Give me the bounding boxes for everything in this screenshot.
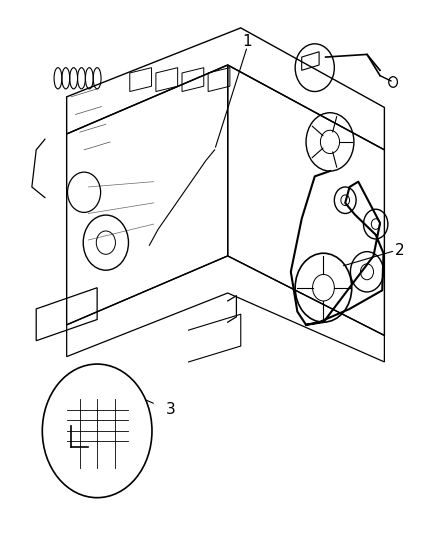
Circle shape <box>389 77 397 87</box>
Text: 2: 2 <box>395 243 404 258</box>
Text: 1: 1 <box>243 34 252 49</box>
Text: 3: 3 <box>166 402 176 417</box>
Circle shape <box>42 364 152 498</box>
